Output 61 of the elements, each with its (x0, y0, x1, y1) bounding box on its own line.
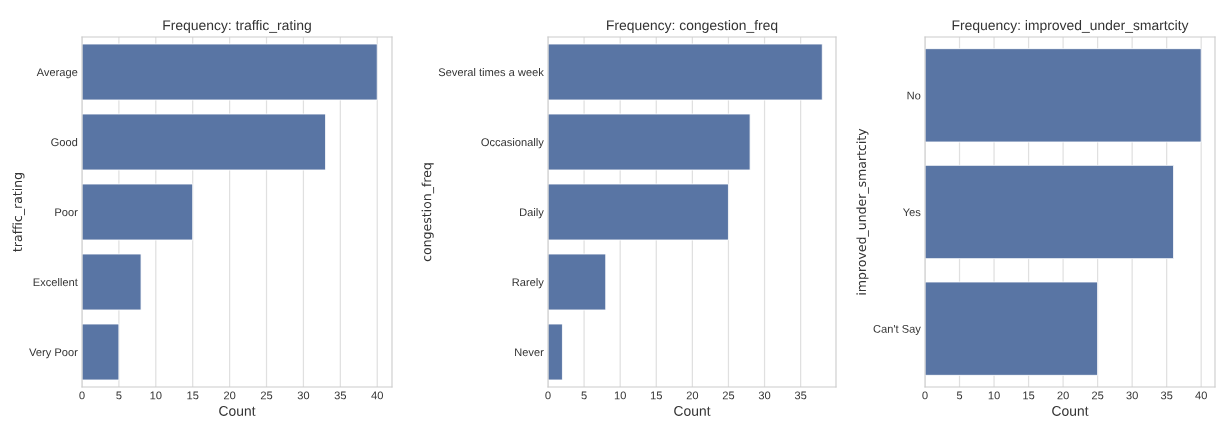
x-tick-label: 0 (545, 391, 551, 400)
x-tick-label: 30 (297, 391, 310, 400)
y-tick-label: Yes (902, 208, 921, 217)
x-tick-label: 10 (614, 391, 626, 400)
y-axis-title: congestion_freq (421, 163, 435, 262)
x-tick-label: 15 (650, 391, 662, 400)
bar (548, 253, 607, 311)
y-tick-label: Excellent (33, 277, 78, 287)
bar (548, 113, 751, 171)
x-tick-label: 20 (1057, 391, 1069, 400)
x-tick-label: 5 (116, 391, 122, 400)
bar (548, 183, 729, 241)
x-tick-label: 25 (1092, 391, 1104, 400)
y-tick-label: Average (36, 68, 78, 79)
bar (925, 164, 1174, 260)
x-axis-title: Count (674, 406, 711, 416)
x-tick-label: 0 (79, 391, 85, 400)
bar (548, 43, 823, 101)
x-tick-label: 35 (334, 391, 347, 400)
y-tick-label: Rarely (512, 277, 544, 289)
x-tick-label: 5 (956, 391, 963, 400)
x-tick-label: 15 (1023, 391, 1035, 400)
bar (548, 323, 563, 381)
y-tick-label: Several times a week (438, 67, 544, 77)
x-tick-label: 25 (260, 391, 273, 400)
x-tick-label: 20 (224, 391, 236, 400)
chart-title: Frequency: improved_under_smartcity (952, 19, 1189, 33)
x-tick-label: 10 (150, 391, 162, 400)
x-tick-label: 5 (581, 391, 587, 400)
chart-title: Frequency: traffic_rating (163, 19, 311, 33)
x-tick-label: 10 (988, 391, 1000, 400)
y-axis-title: traffic_rating (12, 173, 25, 252)
bar (82, 43, 378, 101)
y-tick-label: Daily (520, 207, 544, 219)
bar (82, 323, 120, 381)
bar (82, 183, 194, 241)
x-tick-label: 30 (758, 391, 771, 400)
y-tick-label: Very Poor (29, 348, 78, 359)
x-axis-title: Count (219, 406, 256, 416)
y-axis-title: improved_under_smartcity (856, 128, 869, 295)
x-tick-label: 40 (371, 391, 383, 400)
y-tick-label: Poor (55, 208, 78, 217)
x-tick-label: 20 (686, 391, 699, 400)
chart-title: Frequency: congestion_freq (607, 19, 778, 33)
bar (925, 48, 1202, 143)
y-tick-label: No (907, 91, 921, 100)
y-tick-label: Never (515, 348, 544, 357)
x-tick-label: 0 (922, 391, 928, 400)
x-tick-label: 35 (1160, 391, 1173, 400)
y-tick-label: Good (51, 137, 78, 147)
x-tick-label: 25 (722, 391, 735, 400)
bar (82, 113, 326, 171)
y-tick-label: Can't Say (873, 324, 921, 335)
bar (925, 281, 1099, 376)
x-tick-label: 40 (1195, 391, 1207, 400)
y-tick-label: Occasionally (481, 137, 544, 149)
x-tick-label: 15 (187, 391, 199, 400)
bar (82, 253, 142, 311)
x-tick-label: 30 (1126, 391, 1138, 400)
x-tick-label: 35 (794, 391, 807, 400)
x-axis-title: Count (1052, 406, 1089, 416)
